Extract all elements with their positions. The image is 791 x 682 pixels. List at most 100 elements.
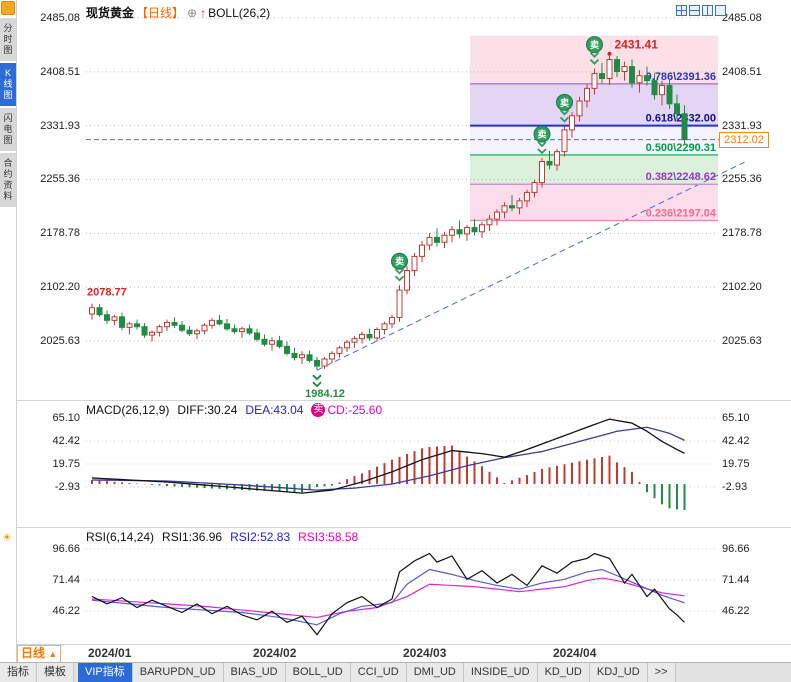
toolbar-more-button[interactable]: >>	[647, 663, 676, 682]
macd-histogram	[91, 445, 686, 510]
y-axis-label: 65.10	[52, 412, 80, 424]
current-price-badge: 2312.02	[719, 132, 769, 148]
add-indicator-icon[interactable]: ⊕	[187, 5, 198, 20]
y-axis-label: 96.66	[52, 543, 80, 555]
candle	[246, 328, 253, 334]
candle	[614, 59, 620, 72]
candle	[201, 324, 208, 332]
layout-single-icon[interactable]	[715, 5, 726, 16]
candle	[111, 316, 118, 321]
indicator-flag-icon: ↑	[200, 5, 207, 20]
y-axis-label: 2255.36	[722, 173, 762, 186]
candle	[89, 307, 95, 315]
rsi1-line	[91, 552, 685, 636]
candle	[561, 129, 568, 153]
indicator-tab-5[interactable]: DMI_UD	[406, 663, 464, 682]
candle	[179, 324, 185, 331]
bottom-toolbar: 指标 模板 VIP指标 BARUPDN_UD BIAS_UD BOLL_UD CCI_UD D…	[0, 662, 791, 682]
sell-signal-badge: 卖	[556, 93, 573, 123]
candle	[494, 211, 500, 220]
candle	[659, 85, 665, 96]
macd-diff-value: DIFF:30.24	[177, 403, 238, 417]
rsi-header: RSI(6,14,24) RSI1:36.96 RSI2:52.83 RSI3:…	[86, 530, 358, 544]
fib-label: 0.500\2290.31	[646, 142, 716, 154]
candle	[336, 347, 343, 354]
sidebar-tab-0[interactable]: 分时图	[0, 18, 16, 61]
fib-band	[470, 184, 718, 221]
layout-grid-icon[interactable]	[676, 5, 687, 16]
sidebar-tab-3[interactable]: 合约资料	[0, 153, 16, 207]
sun-icon[interactable]: ☀	[2, 532, 12, 544]
y-axis-label: 2408.51	[722, 65, 762, 78]
rsi2-line	[91, 568, 685, 626]
y-axis-label: 2485.08	[40, 12, 80, 24]
toolbar-tool-0[interactable]: 指标	[0, 663, 37, 682]
candlestick-layer	[89, 55, 688, 371]
candle	[674, 103, 680, 115]
svg-text:卖: 卖	[590, 39, 599, 50]
candle	[269, 340, 275, 345]
toolbar-tool-1[interactable]: 模板	[37, 663, 74, 682]
macd-dea-line	[91, 426, 685, 491]
candle	[666, 85, 673, 105]
indicator-tab-2[interactable]: BIAS_UD	[223, 663, 286, 682]
svg-text:卖: 卖	[395, 256, 404, 267]
candle	[524, 191, 530, 202]
y-axis-label: 19.75	[52, 458, 80, 470]
panel-separator	[16, 644, 791, 645]
fib-label: 0.618\2332.00	[646, 113, 716, 125]
y-axis-label: -2.93	[54, 481, 80, 493]
indicator-tab-3[interactable]: BOLL_UD	[285, 663, 351, 682]
indicator-tab-4[interactable]: CCI_UD	[350, 663, 407, 682]
layout-hsplit-icon[interactable]	[689, 5, 700, 16]
candle	[291, 352, 298, 359]
candle	[329, 352, 335, 360]
candle	[464, 227, 470, 235]
y-axis-label: 2331.93	[722, 119, 762, 132]
indicator-tab-0[interactable]: VIP指标	[78, 663, 133, 682]
low-price-label: 1984.12	[305, 388, 345, 400]
y-axis-label: 2102.20	[722, 281, 762, 294]
candle	[644, 75, 650, 82]
sell-badge: 卖	[311, 403, 326, 417]
candle	[434, 236, 440, 243]
candle	[254, 332, 260, 340]
y-axis-label: 2025.63	[722, 335, 762, 347]
candle	[584, 87, 590, 102]
candle	[411, 255, 418, 271]
indicator-tab-7[interactable]: KD_UD	[537, 663, 590, 682]
macd-header: MACD(26,12,9) DIFF:30.24 DEA:43.04 卖 CD:…	[86, 403, 382, 417]
indicator-tab-1[interactable]: BARUPDN_UD	[132, 663, 224, 682]
overlay-indicator-label: BOLL(26,2)	[208, 5, 271, 20]
layout-vsplit-icon[interactable]	[702, 5, 713, 16]
candle	[419, 244, 425, 257]
candle	[606, 59, 613, 80]
x-axis-label: 2024/03	[403, 646, 447, 660]
period-tag: 【日线】	[136, 6, 185, 20]
indicator-tab-8[interactable]: KDJ_UD	[589, 663, 648, 682]
candle	[509, 205, 515, 209]
candle	[164, 321, 170, 328]
candle	[576, 100, 583, 117]
period-text: 日线	[21, 646, 46, 660]
panel-separator	[16, 527, 791, 528]
indicator-tab-6[interactable]: INSIDE_UD	[463, 663, 538, 682]
sidebar-tab-2[interactable]: 闪电图	[0, 108, 16, 151]
candle	[621, 66, 628, 72]
y-axis-label: 46.22	[722, 605, 750, 617]
window-layout-icons	[676, 5, 726, 16]
candle	[516, 200, 523, 209]
period-selector[interactable]: 日线 ▲	[17, 645, 62, 663]
candle	[471, 227, 478, 233]
candle	[681, 113, 688, 141]
candle	[651, 80, 658, 96]
candle	[156, 326, 163, 333]
x-axis-label: 2024/01	[88, 646, 132, 660]
chart-canvas: 0.786\2391.36 0.618\2332.00 0.500\2290.31 0…	[86, 17, 745, 636]
x-axis-label: 2024/04	[553, 646, 597, 660]
candle	[404, 269, 410, 291]
candle	[194, 330, 200, 335]
x-axis-label: 2024/02	[253, 646, 297, 660]
period-up-icon: ▲	[48, 649, 58, 659]
